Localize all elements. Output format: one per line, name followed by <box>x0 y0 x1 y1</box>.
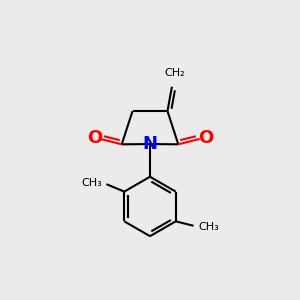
Text: CH₃: CH₃ <box>81 178 102 188</box>
Text: CH₂: CH₂ <box>165 68 185 78</box>
Text: O: O <box>87 129 102 147</box>
Text: N: N <box>142 135 158 153</box>
Text: O: O <box>198 129 213 147</box>
Text: CH₃: CH₃ <box>198 222 219 232</box>
